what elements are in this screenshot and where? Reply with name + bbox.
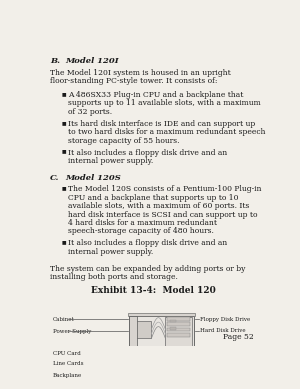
Bar (167, 328, 190, 331)
Text: Cabinet: Cabinet (52, 317, 74, 322)
Bar (132, 356, 166, 361)
Text: internal power supply.: internal power supply. (68, 157, 153, 165)
Bar (132, 382, 166, 387)
Text: of 32 ports.: of 32 ports. (68, 108, 112, 116)
Text: The Model 120S consists of a Pentium-100 Plug-in: The Model 120S consists of a Pentium-100… (68, 186, 261, 193)
Text: Backplane: Backplane (52, 373, 82, 378)
Text: ■: ■ (62, 186, 67, 191)
Text: to two hard disks for a maximum redundant speech: to two hard disks for a maximum redundan… (68, 128, 265, 136)
Text: CPU and a backplane that supports up to 10: CPU and a backplane that supports up to … (68, 194, 238, 202)
Text: floor-standing PC-style tower. It consists of:: floor-standing PC-style tower. It consis… (50, 77, 218, 85)
Text: Power Supply: Power Supply (52, 329, 91, 334)
Text: supports up to 11 available slots, with a maximum: supports up to 11 available slots, with … (68, 100, 260, 107)
Text: ■: ■ (62, 149, 67, 154)
Bar (132, 321, 151, 338)
Text: CPU Card: CPU Card (52, 351, 80, 356)
Text: B.: B. (50, 57, 60, 65)
Bar (167, 322, 190, 326)
Text: Hard Disk Drive: Hard Disk Drive (200, 328, 245, 333)
Bar (166, 317, 191, 389)
Bar (170, 327, 176, 329)
Text: storage capacity of 55 hours.: storage capacity of 55 hours. (68, 137, 179, 145)
Text: installing both ports and storage.: installing both ports and storage. (50, 273, 178, 281)
Bar (129, 316, 137, 389)
Text: Page 52: Page 52 (223, 333, 254, 341)
Text: ■: ■ (62, 239, 67, 244)
Text: Model 120S: Model 120S (65, 174, 121, 182)
Bar (129, 316, 194, 389)
Bar (132, 375, 166, 380)
Bar (167, 333, 190, 337)
Bar (167, 317, 190, 321)
Text: Floppy Disk Drive: Floppy Disk Drive (200, 317, 250, 322)
Text: ■: ■ (62, 120, 67, 125)
Text: Its hard disk interface is IDE and can support up: Its hard disk interface is IDE and can s… (68, 120, 255, 128)
Bar (128, 314, 195, 316)
Text: Exhibit 13-4:  Model 120: Exhibit 13-4: Model 120 (92, 286, 216, 294)
Text: ■: ■ (62, 91, 67, 96)
Text: Model 120I: Model 120I (65, 57, 119, 65)
Text: hard disk interface is SCSI and can support up to: hard disk interface is SCSI and can supp… (68, 210, 257, 219)
Bar (132, 369, 166, 374)
Bar (170, 320, 176, 322)
Text: The system can be expanded by adding ports or by: The system can be expanded by adding por… (50, 265, 246, 273)
Text: It also includes a floppy disk drive and an: It also includes a floppy disk drive and… (68, 239, 227, 247)
Text: available slots, with a maximum of 60 ports. Its: available slots, with a maximum of 60 po… (68, 202, 249, 210)
Text: It also includes a floppy disk drive and an: It also includes a floppy disk drive and… (68, 149, 227, 157)
Bar (132, 349, 166, 354)
Text: C.: C. (50, 174, 60, 182)
Text: 4 hard disks for a maximum redundant: 4 hard disks for a maximum redundant (68, 219, 217, 227)
Text: internal power supply.: internal power supply. (68, 248, 153, 256)
Text: Line Cards: Line Cards (52, 361, 83, 366)
Bar (132, 362, 166, 367)
Text: The Model 120I system is housed in an upright: The Model 120I system is housed in an up… (50, 69, 231, 77)
Text: speech-storage capacity of 480 hours.: speech-storage capacity of 480 hours. (68, 228, 214, 235)
Text: A 486SX33 Plug-in CPU and a backplane that: A 486SX33 Plug-in CPU and a backplane th… (68, 91, 243, 99)
